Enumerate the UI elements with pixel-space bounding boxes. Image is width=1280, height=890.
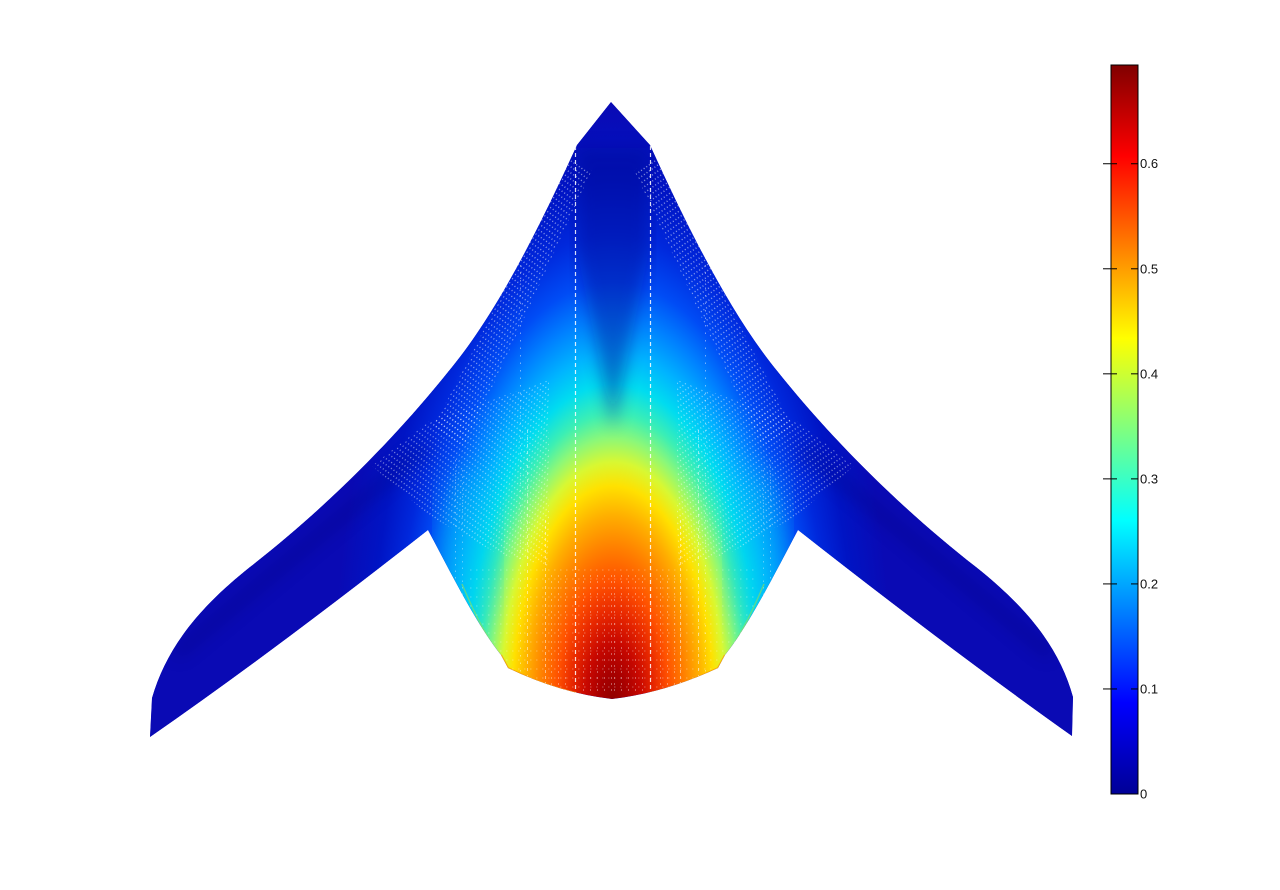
aircraft-surface-plot bbox=[150, 102, 1073, 737]
mesh-hatch-leading-edge bbox=[432, 158, 592, 446]
wing-shading-streak bbox=[171, 443, 429, 660]
colorbar-tick-label: 0 bbox=[1140, 787, 1147, 802]
nose-shading bbox=[577, 148, 649, 430]
mesh-columns-aft bbox=[551, 575, 612, 695]
colorbar-tick-label: 0.3 bbox=[1140, 471, 1158, 486]
colorbar-labels: 0.6 0.5 0.4 0.3 0.2 0.1 0 bbox=[1140, 156, 1158, 801]
colorbar-tick-label: 0.5 bbox=[1140, 261, 1158, 276]
colorbar: 0.6 0.5 0.4 0.3 0.2 0.1 0 bbox=[1103, 64, 1158, 802]
mesh-hatch-wing-root bbox=[372, 380, 549, 566]
colorbar-tick-label: 0.6 bbox=[1140, 156, 1158, 171]
colorbar-tick-label: 0.2 bbox=[1140, 576, 1158, 591]
colorbar-tick-label: 0.1 bbox=[1140, 681, 1158, 696]
colorbar-ticks bbox=[1103, 163, 1138, 690]
colorbar-tick-label: 0.4 bbox=[1140, 366, 1158, 381]
colorbar-gradient bbox=[1110, 64, 1139, 795]
